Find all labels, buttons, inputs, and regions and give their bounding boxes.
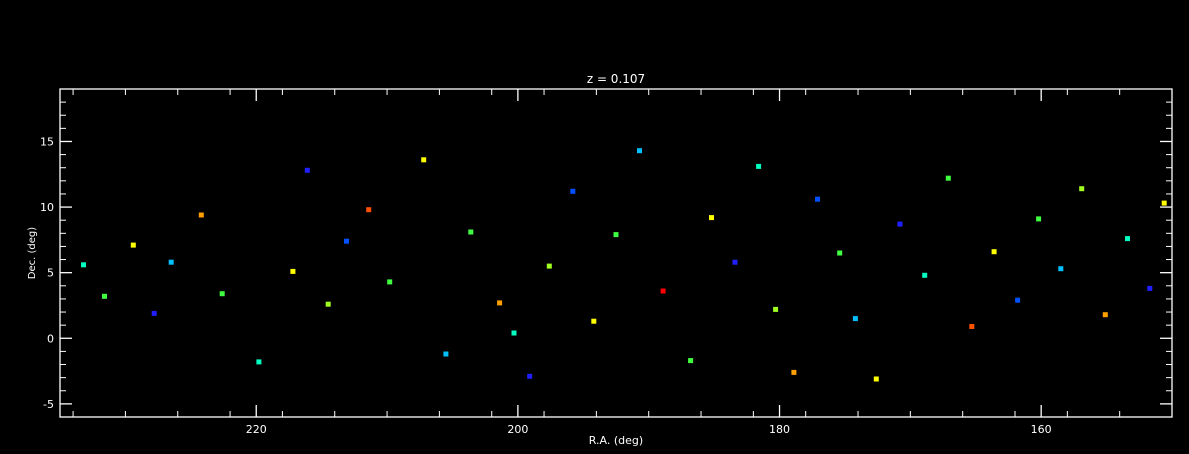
data-point <box>130 242 136 248</box>
data-point <box>546 263 552 269</box>
data-point <box>256 359 262 365</box>
data-point <box>102 293 107 299</box>
data-point <box>591 318 597 324</box>
data-point <box>168 259 174 265</box>
data-point <box>366 207 372 213</box>
data-point <box>527 373 533 379</box>
data-point <box>1079 186 1085 192</box>
data-point <box>570 188 576 194</box>
data-point <box>325 301 331 307</box>
ticks-layer: 220 200 180 160 -5 0 5 10 15 <box>40 88 1173 436</box>
data-point <box>1125 236 1130 242</box>
data-point <box>732 259 738 265</box>
data-point <box>1036 216 1042 222</box>
data-point <box>290 268 296 274</box>
x-tick-label: 220 <box>246 423 267 436</box>
x-tick-label: 160 <box>1031 423 1052 436</box>
data-point <box>945 175 951 181</box>
data-point <box>344 238 349 244</box>
data-point <box>709 215 714 221</box>
x-tick-label: 180 <box>769 423 790 436</box>
data-point <box>1102 312 1108 318</box>
data-point <box>511 330 517 336</box>
data-point <box>660 288 666 294</box>
data-point <box>219 291 225 297</box>
data-point <box>387 279 393 285</box>
data-point <box>969 324 975 329</box>
data-point <box>815 196 820 202</box>
data-point <box>897 221 903 227</box>
x-axis-label: R.A. (deg) <box>589 434 643 447</box>
data-point <box>637 148 642 154</box>
data-point <box>198 212 204 218</box>
data-point <box>304 167 310 173</box>
data-point <box>1015 297 1021 303</box>
chart-title: z = 0.107 <box>587 72 645 86</box>
data-point <box>151 310 157 316</box>
data-point <box>1161 200 1167 206</box>
data-point <box>837 250 843 256</box>
data-point <box>773 306 779 312</box>
y-tick-label: -5 <box>43 398 54 411</box>
points-layer <box>81 148 1167 382</box>
data-point <box>873 376 879 382</box>
data-point <box>688 358 694 364</box>
data-point <box>756 163 762 169</box>
data-point <box>421 157 427 163</box>
data-point <box>443 351 449 357</box>
data-point <box>991 249 997 255</box>
y-tick-label: 0 <box>47 332 54 345</box>
plot-frame <box>59 88 1173 418</box>
data-point <box>1147 285 1153 291</box>
data-point <box>81 262 86 268</box>
data-point <box>468 229 474 235</box>
data-point <box>852 316 858 322</box>
data-point <box>497 300 503 306</box>
data-point <box>922 272 928 278</box>
data-point <box>1058 266 1064 272</box>
y-axis-label: Dec. (deg) <box>27 227 38 279</box>
y-tick-label: 10 <box>40 201 54 214</box>
data-point <box>791 369 797 375</box>
data-point <box>613 232 619 238</box>
x-tick-label: 200 <box>507 423 528 436</box>
y-tick-label: 15 <box>40 135 54 148</box>
y-tick-label: 5 <box>47 267 54 280</box>
